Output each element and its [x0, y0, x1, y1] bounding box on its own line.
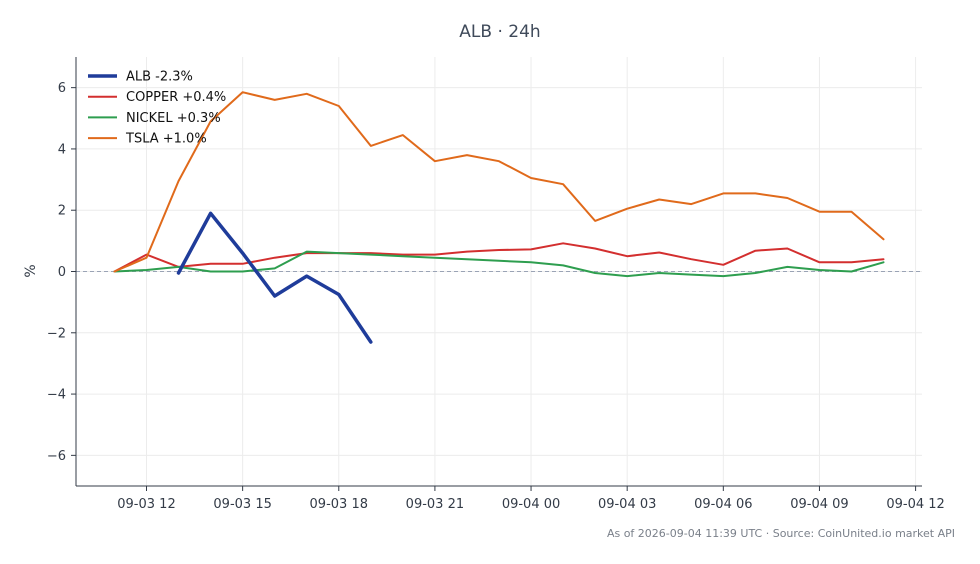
x-tick-label: 09-03 21	[406, 497, 464, 512]
series-line-1	[113, 242, 885, 273]
x-tick-label: 09-03 18	[310, 497, 368, 512]
grid	[76, 57, 922, 486]
y-tick-label: 4	[58, 142, 66, 157]
legend-entry-2: NICKEL +0.3%	[126, 111, 221, 126]
y-tick-label: −4	[47, 388, 66, 403]
footer-source: As of 2026-09-04 11:39 UTC · Source: Coi…	[607, 527, 955, 540]
x-tick-label: 09-03 15	[213, 497, 271, 512]
y-axis-label: %	[23, 264, 39, 277]
x-tick-label: 09-04 12	[886, 497, 944, 512]
legend: ALB -2.3% COPPER +0.4% NICKEL +0.3% TSLA +1…	[88, 70, 226, 147]
x-tick-label: 09-04 03	[598, 497, 656, 512]
legend-entry-0: ALB -2.3%	[126, 70, 193, 85]
series-line-3	[113, 91, 885, 273]
x-tick-label: 09-04 06	[694, 497, 752, 512]
axes: −6 −4 −2 0 2 4 6 09-03 12 09-03 15 09-03 18 09-03 …	[47, 57, 945, 512]
series-lines	[113, 91, 885, 344]
series-line-2	[113, 250, 885, 278]
y-tick-label: 6	[58, 81, 66, 96]
x-tick-label: 09-04 09	[790, 497, 848, 512]
x-tick-label: 09-03 12	[117, 497, 175, 512]
y-tick-label: 2	[58, 204, 66, 219]
chart-title: ALB · 24h	[459, 22, 540, 42]
legend-entry-3: TSLA +1.0%	[125, 132, 207, 147]
legend-entry-1: COPPER +0.4%	[126, 90, 226, 105]
series-line-0	[176, 211, 373, 344]
y-tick-label: −2	[47, 326, 66, 341]
y-tick-label: 0	[58, 265, 66, 280]
y-tick-label: −6	[47, 449, 66, 464]
x-tick-label: 09-04 00	[502, 497, 560, 512]
